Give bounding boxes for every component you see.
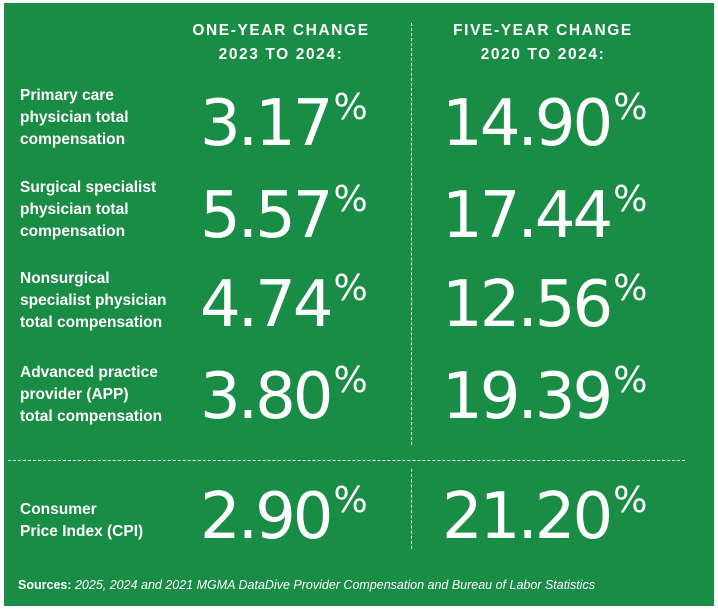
cpi-one-year-value: 2.90%	[200, 483, 368, 550]
nonsurgical-specialist-five-year-value: 12.56%	[442, 271, 647, 338]
value-number: 12.56	[442, 268, 613, 342]
row-label-line: Surgical specialist	[20, 179, 157, 196]
row-label-line: total compensation	[20, 314, 163, 331]
one-year-header-line1: ONE-YEAR CHANGE	[192, 22, 370, 39]
row-label-nonsurgical-specialist: Nonsurgical specialist physician total c…	[20, 268, 206, 334]
value-number: 2.90	[200, 480, 333, 554]
row-label-line: compensation	[20, 223, 126, 240]
percent-sign: %	[613, 360, 648, 401]
app-five-year-value: 19.39%	[442, 363, 647, 430]
surgical-specialist-five-year-value: 17.44%	[442, 182, 647, 249]
percent-sign: %	[613, 268, 648, 309]
row-label-line: Consumer	[20, 501, 97, 518]
nonsurgical-specialist-one-year-value: 4.74%	[200, 271, 368, 338]
five-year-header-line2: 2020 TO 2024:	[480, 46, 606, 63]
row-label-line: Advanced practice	[20, 364, 158, 381]
row-label-line: specialist physician	[20, 292, 167, 309]
cpi-divider	[8, 460, 685, 461]
percent-sign: %	[333, 179, 368, 220]
value-number: 3.80	[200, 360, 333, 434]
row-label-line: physician total	[20, 201, 129, 218]
value-number: 5.57	[200, 179, 333, 253]
row-label-cpi: Consumer Price Index (CPI)	[20, 499, 206, 543]
cpi-column-divider	[411, 469, 412, 549]
value-number: 21.20	[442, 480, 613, 554]
sources-text: 2025, 2024 and 2021 MGMA DataDive Provid…	[71, 578, 595, 592]
percent-sign: %	[333, 87, 368, 128]
value-number: 3.17	[200, 87, 333, 161]
row-label-line: total compensation	[20, 408, 163, 425]
sources-prefix: Sources:	[18, 578, 72, 592]
row-label-line: physician total	[20, 109, 129, 126]
row-label-line: provider (APP)	[20, 386, 129, 403]
value-number: 19.39	[442, 360, 613, 434]
row-label-line: Price Index (CPI)	[20, 523, 144, 540]
value-number: 17.44	[442, 179, 613, 253]
primary-care-one-year-value: 3.17%	[200, 90, 368, 157]
primary-care-five-year-value: 14.90%	[442, 90, 647, 157]
percent-sign: %	[333, 360, 368, 401]
row-label-line: Nonsurgical	[20, 270, 110, 287]
percent-sign: %	[333, 480, 368, 521]
percent-sign: %	[613, 87, 648, 128]
value-number: 4.74	[200, 268, 333, 342]
app-one-year-value: 3.80%	[200, 363, 368, 430]
row-label-line: compensation	[20, 131, 126, 148]
five-year-change-header: FIVE-YEAR CHANGE 2020 TO 2024:	[428, 19, 658, 67]
one-year-change-header: ONE-YEAR CHANGE 2023 TO 2024:	[166, 19, 396, 67]
sources-note: Sources: 2025, 2024 and 2021 MGMA DataDi…	[18, 578, 708, 592]
surgical-specialist-one-year-value: 5.57%	[200, 182, 368, 249]
one-year-header-line2: 2023 TO 2024:	[218, 46, 344, 63]
value-number: 14.90	[442, 87, 613, 161]
percent-sign: %	[613, 480, 648, 521]
percent-sign: %	[613, 179, 648, 220]
row-label-line: Primary care	[20, 87, 114, 104]
cpi-five-year-value: 21.20%	[442, 483, 647, 550]
row-label-primary-care: Primary care physician total compensatio…	[20, 85, 206, 151]
row-label-surgical-specialist: Surgical specialist physician total comp…	[20, 177, 206, 243]
five-year-header-line1: FIVE-YEAR CHANGE	[453, 22, 633, 39]
compensation-infographic: ONE-YEAR CHANGE 2023 TO 2024: FIVE-YEAR …	[4, 3, 714, 606]
column-divider	[411, 23, 412, 445]
row-label-advanced-practice-provider: Advanced practice provider (APP) total c…	[20, 362, 206, 428]
percent-sign: %	[333, 268, 368, 309]
